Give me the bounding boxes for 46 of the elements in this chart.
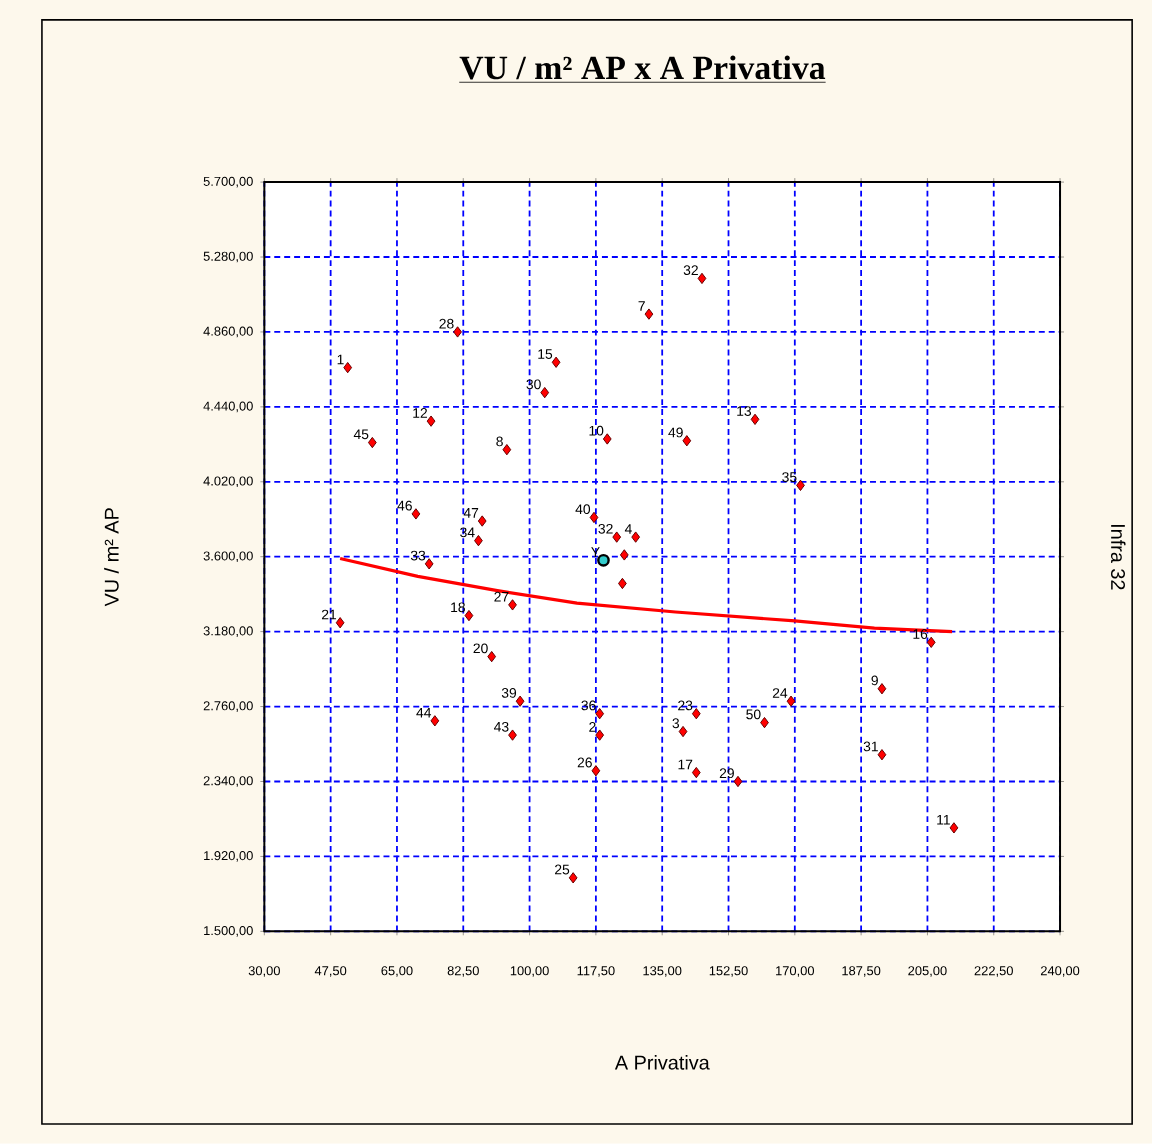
point	[619, 549, 629, 561]
point	[367, 436, 377, 449]
point	[502, 444, 512, 456]
point	[644, 308, 654, 320]
point	[591, 765, 601, 777]
point	[464, 610, 474, 622]
point	[691, 766, 701, 779]
point	[926, 636, 936, 649]
point	[426, 415, 436, 427]
point	[551, 356, 561, 369]
point	[786, 695, 796, 707]
point	[508, 729, 517, 741]
point	[697, 272, 707, 285]
point	[877, 749, 887, 761]
y2-axis-title: Infra 32	[1110, 525, 1126, 590]
point	[949, 822, 959, 834]
point	[877, 683, 887, 695]
point	[474, 535, 483, 547]
point	[540, 387, 550, 399]
y-axis-title: VU / m² AP	[104, 508, 119, 607]
point	[568, 872, 578, 884]
point	[612, 531, 622, 543]
point	[760, 717, 769, 729]
point	[343, 362, 353, 374]
point	[335, 617, 345, 629]
point	[477, 515, 487, 527]
point	[678, 725, 688, 738]
point	[411, 508, 421, 520]
point	[487, 651, 497, 663]
point	[602, 433, 612, 445]
chart-title: VU / m² AP x A Privativa	[459, 55, 826, 80]
point	[631, 531, 641, 543]
point	[597, 554, 610, 567]
point	[750, 413, 760, 426]
point	[733, 775, 743, 788]
point	[589, 511, 599, 524]
point	[691, 708, 701, 720]
point	[682, 435, 692, 447]
point	[595, 708, 605, 720]
point	[430, 715, 440, 727]
x-axis-title: A Privativa	[614, 1055, 710, 1070]
point	[595, 729, 605, 741]
point	[453, 326, 462, 338]
point	[424, 558, 434, 570]
point	[508, 599, 517, 611]
point	[515, 695, 525, 707]
